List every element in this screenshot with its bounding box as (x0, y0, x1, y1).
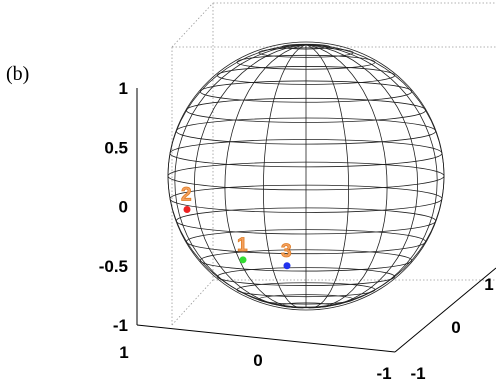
data-points: 1 2 3 (181, 184, 292, 270)
x-axis-line (136, 324, 396, 353)
meridian-line (224, 44, 307, 309)
x-tick-label: 1 (119, 343, 128, 362)
z-tick-label: -0.5 (99, 257, 128, 276)
meridian-line (174, 44, 307, 308)
meridian-line (305, 44, 438, 308)
point-3 (283, 262, 291, 270)
box-edge (171, 279, 214, 326)
x-tick-label: -1 (376, 364, 391, 383)
meridian-line (305, 44, 419, 308)
tick-labels: 1 0.5 0 -0.5 -1 1 0 -1 -1 0 1 (99, 79, 494, 383)
meridian-line (305, 44, 445, 308)
x-tick-label: 0 (253, 351, 262, 370)
box-edge (171, 2, 214, 48)
point-label-3: 3 (281, 241, 292, 262)
point-2 (183, 206, 191, 213)
meridian-line (262, 44, 307, 309)
panel-label: (b) (6, 63, 29, 85)
unit-sphere (167, 41, 445, 311)
meridian-line (193, 44, 307, 308)
z-tick-label: -1 (113, 316, 128, 335)
point-1 (239, 256, 247, 264)
z-tick-label: 0.5 (104, 138, 128, 157)
z-tick-label: 1 (119, 79, 128, 98)
meridian-line (305, 44, 388, 309)
z-tick-label: 0 (119, 198, 128, 217)
y-tick-label: 0 (451, 318, 460, 337)
point-label-2: 2 (181, 185, 192, 206)
meridian-line (305, 44, 350, 309)
axes-box (171, 2, 496, 326)
axis-lines (136, 88, 496, 353)
y-tick-label: -1 (410, 364, 425, 383)
y-axis-line (394, 267, 496, 353)
point-label-1: 1 (237, 235, 248, 256)
y-tick-label: 1 (484, 275, 493, 294)
